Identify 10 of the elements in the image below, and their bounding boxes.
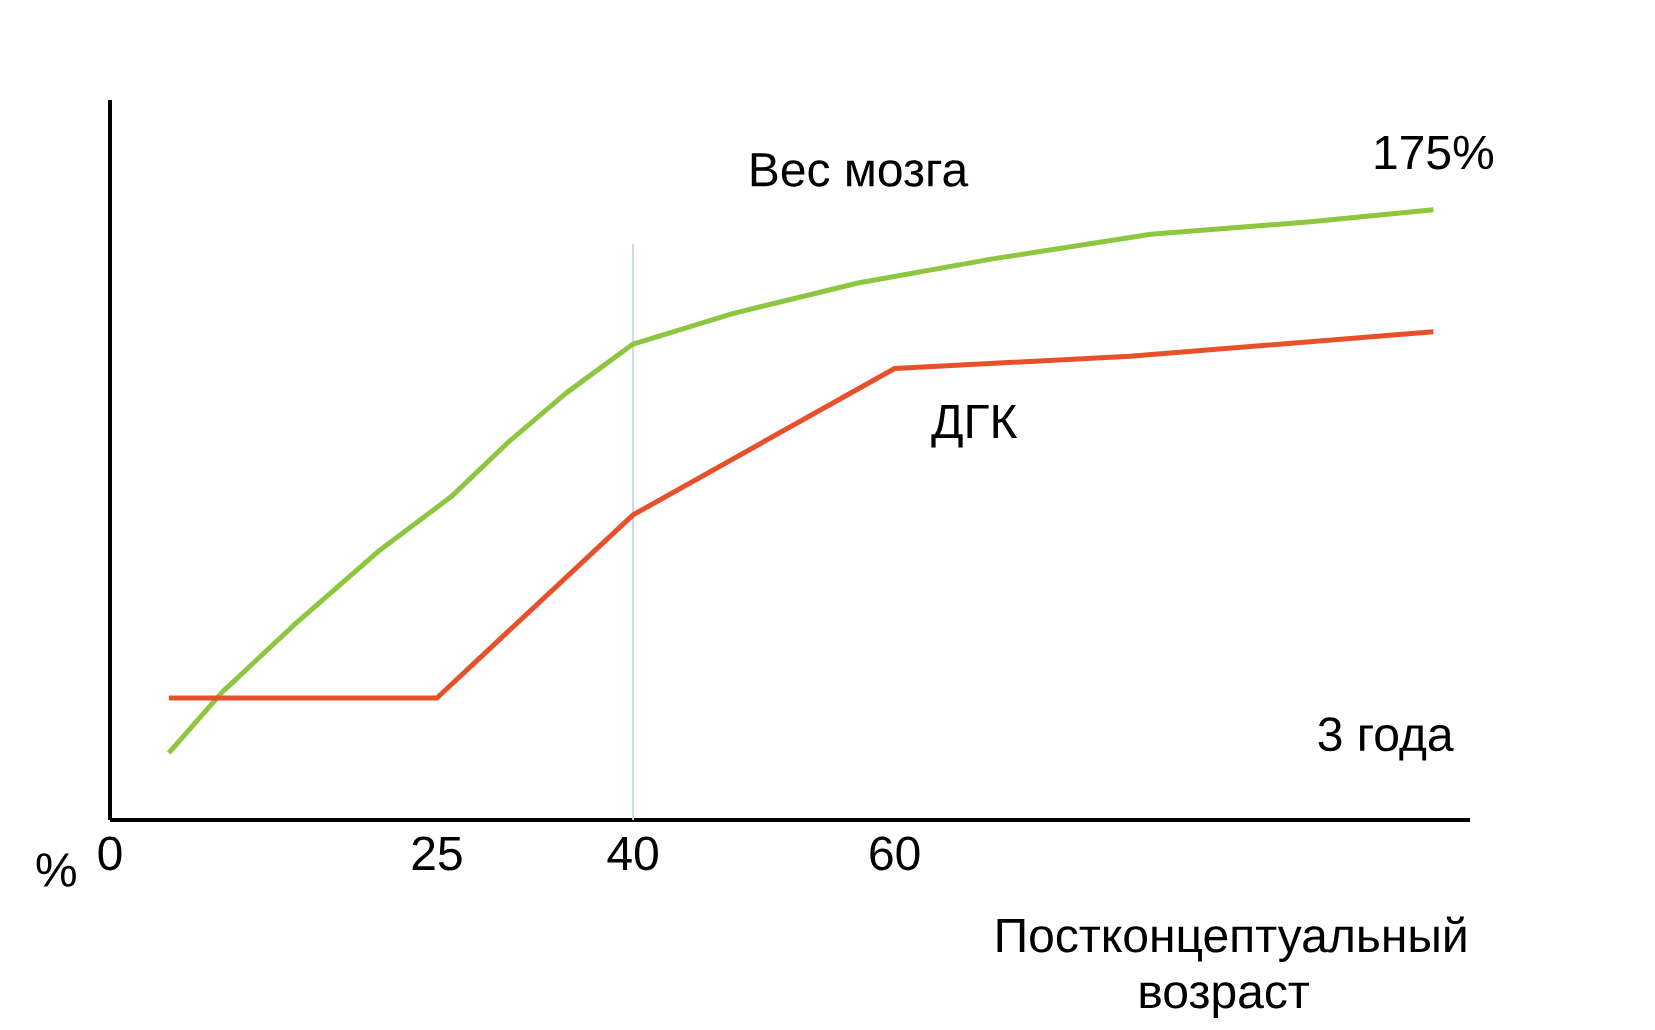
x-tick-label: 40 (607, 836, 658, 871)
x-tick-label: 60 (870, 836, 920, 871)
annotation: 3 года (1318, 717, 1454, 761)
x-tick-label: 25 (412, 836, 462, 871)
x-axis-title: Постконцептуальный возраст (997, 916, 1466, 1018)
series-label: ДГК (931, 404, 1018, 448)
annotation: 175% (1375, 135, 1494, 170)
x-tick-label: 0 (98, 836, 122, 871)
y-axis-title: % (36, 853, 76, 887)
series-label: Вес мозга (751, 153, 969, 187)
